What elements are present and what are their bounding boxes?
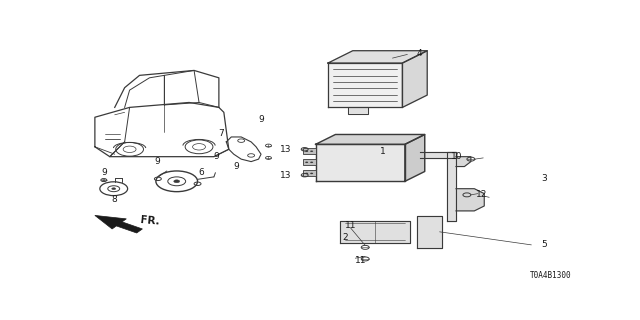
Text: FR.: FR. — [140, 215, 160, 227]
Text: 6: 6 — [198, 168, 204, 177]
Text: 11: 11 — [355, 256, 366, 265]
Polygon shape — [328, 63, 403, 108]
Text: 2: 2 — [342, 234, 348, 243]
Text: 9: 9 — [101, 168, 107, 177]
Polygon shape — [328, 51, 428, 63]
Polygon shape — [316, 134, 425, 144]
Polygon shape — [316, 144, 405, 181]
Text: 9: 9 — [154, 157, 160, 166]
Bar — [303, 159, 316, 165]
Text: 11: 11 — [344, 221, 356, 230]
Circle shape — [310, 173, 313, 174]
Text: 8: 8 — [112, 195, 118, 204]
Polygon shape — [348, 108, 367, 114]
Text: 9: 9 — [214, 152, 220, 161]
Polygon shape — [95, 215, 142, 233]
Text: 3: 3 — [541, 174, 547, 183]
Polygon shape — [456, 157, 471, 166]
Text: 13: 13 — [280, 145, 292, 154]
Polygon shape — [417, 216, 442, 248]
Circle shape — [310, 150, 313, 152]
Text: 7: 7 — [218, 129, 224, 138]
Bar — [303, 148, 316, 154]
Circle shape — [310, 162, 313, 163]
Polygon shape — [456, 189, 484, 211]
Circle shape — [112, 188, 116, 190]
Polygon shape — [405, 134, 425, 181]
Text: 4: 4 — [417, 49, 422, 58]
Polygon shape — [340, 221, 410, 243]
Text: 13: 13 — [280, 171, 292, 180]
Text: 5: 5 — [541, 240, 547, 249]
Text: 9: 9 — [258, 115, 264, 124]
Text: 1: 1 — [380, 147, 385, 156]
Bar — [303, 170, 316, 176]
Polygon shape — [420, 152, 456, 158]
Text: 12: 12 — [476, 190, 488, 199]
Text: T0A4B1300: T0A4B1300 — [529, 271, 571, 280]
Circle shape — [305, 162, 308, 163]
Circle shape — [305, 173, 308, 174]
Circle shape — [173, 180, 180, 183]
Polygon shape — [447, 152, 456, 221]
Polygon shape — [403, 51, 428, 108]
Text: 10: 10 — [451, 152, 463, 161]
Circle shape — [305, 150, 308, 152]
Text: 9: 9 — [234, 162, 239, 171]
